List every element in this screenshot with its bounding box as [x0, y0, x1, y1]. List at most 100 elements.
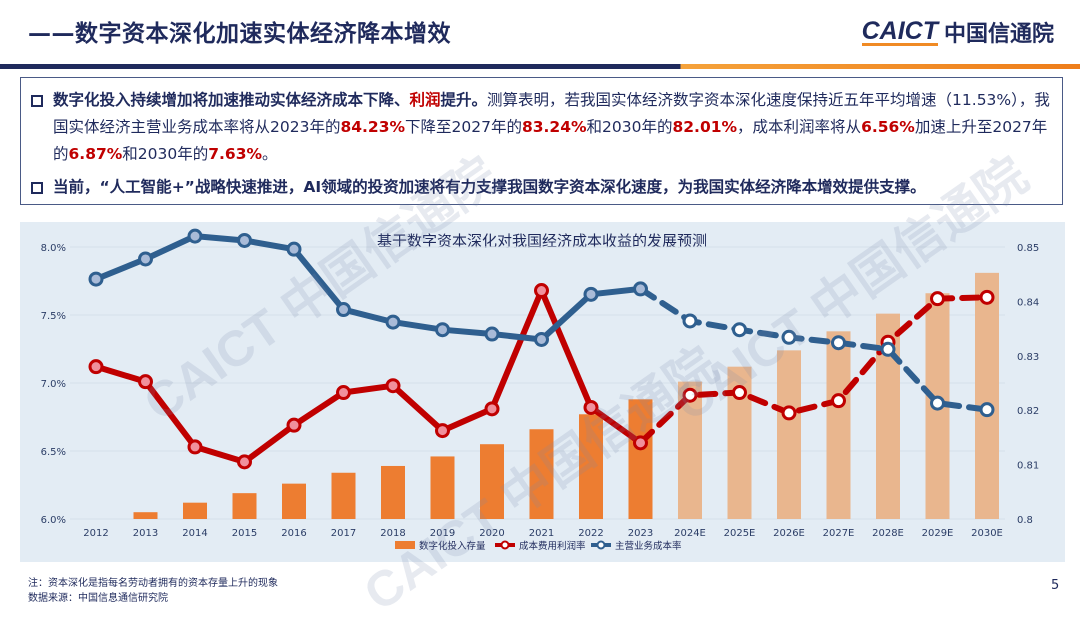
highlight-value: 6.56% [861, 118, 915, 136]
line-2-projected [637, 285, 990, 413]
data-point [237, 454, 252, 470]
x-axis-tick: 2018 [380, 528, 405, 539]
footnote: 注：资本深化是指每名劳动者拥有的资本存量上升的现象 [28, 578, 278, 589]
line-1-actual [95, 287, 643, 465]
data-point [583, 286, 599, 302]
bar [282, 483, 306, 519]
legend-label: 成本费用利润率 [519, 540, 586, 552]
data-point [435, 423, 450, 439]
chart-panel: 基于数字资本深化对我国经济成本收益的发展预测 6.0% 6.5% 7.0% 7.5% 8.… [20, 222, 1065, 562]
data-point [484, 326, 500, 342]
data-point [88, 271, 104, 287]
text: 和2030年的 [122, 145, 209, 163]
right-axis-tick: 0.82 [1017, 406, 1039, 417]
x-axis-tick: 2015 [232, 528, 257, 539]
x-axis-tick: 2022 [578, 528, 603, 539]
data-point [682, 313, 698, 329]
bar [480, 444, 504, 519]
page-title: ——数字资本深化加速实体经济降本增效 [28, 21, 451, 47]
data-point [732, 322, 747, 338]
data-point [781, 405, 797, 421]
bar [381, 465, 405, 519]
highlight-value: 82.01% [672, 118, 738, 136]
header-divider [0, 64, 1080, 69]
left-axis-tick: 7.5% [41, 311, 66, 322]
data-point [831, 335, 846, 351]
left-axis-tick: 6.0% [41, 515, 66, 526]
x-axis-tick: 2029E [922, 528, 954, 539]
data-point [385, 378, 401, 394]
bar [232, 493, 257, 519]
data-point [534, 283, 549, 299]
forecast-chart: 基于数字资本深化对我国经济成本收益的发展预测 6.0% 6.5% 7.0% 7.5% 8.… [41, 228, 1039, 552]
left-axis-tick: 6.5% [41, 447, 66, 458]
legend-label: 主营业务成本率 [615, 540, 682, 552]
x-axis-tick: 2026E [773, 528, 805, 539]
text: ，成本利润率将从 [737, 118, 862, 136]
right-axis-tick: 0.85 [1017, 243, 1039, 254]
data-point [187, 439, 203, 455]
square-bullet-icon [31, 95, 43, 107]
bar [975, 272, 999, 519]
summary-point-1: 数字化投入持续增加将加速推动实体经济成本下降、利润提升。测算表明，若我国实体经济… [31, 87, 1052, 168]
text: 下降至2027年的 [405, 118, 522, 136]
data-point [930, 291, 945, 307]
x-axis-tick: 2023 [628, 528, 653, 539]
bar [331, 472, 356, 519]
summary-point-2: 当前，“人工智能+”战略快速推进，AI领域的投资加速将有力支撑我国数字资本深化速… [31, 174, 1052, 201]
text: 。 [262, 145, 278, 163]
data-point [336, 385, 351, 401]
x-axis-tick: 2024E [674, 528, 706, 539]
data-point [88, 359, 104, 375]
x-axis-tick: 2016 [281, 528, 306, 539]
data-point [979, 289, 995, 305]
square-bullet-icon [31, 182, 43, 194]
highlight-value: 7.63% [208, 145, 263, 163]
data-point [435, 322, 450, 338]
x-axis-tick: 2012 [83, 528, 108, 539]
legend-marker [596, 540, 606, 550]
data-point [781, 329, 797, 345]
highlight-value: 6.87% [68, 145, 123, 163]
bar [183, 502, 207, 519]
legend-swatch-bar [395, 541, 415, 549]
x-axis-tick: 2013 [133, 528, 158, 539]
highlight-value: 84.23% [340, 118, 406, 136]
x-axis-tick: 2019 [430, 528, 455, 539]
data-point [237, 232, 252, 248]
chart-title: 基于数字资本深化对我国经济成本收益的发展预测 [377, 232, 707, 250]
x-axis-tick: 2027E [823, 528, 855, 539]
logo-en: CAICT [861, 16, 938, 46]
data-point [385, 314, 401, 330]
logo-cn: 中国信通院 [943, 22, 1054, 47]
data-point [880, 341, 896, 357]
data-point [138, 251, 153, 267]
lead-red: 利润 [409, 91, 441, 109]
x-axis-tick: 2028E [872, 528, 904, 539]
data-point [979, 402, 995, 418]
x-axis-tick: 2021 [529, 528, 554, 539]
legend-marker [500, 540, 510, 550]
right-axis-tick: 0.84 [1017, 297, 1039, 308]
data-point [930, 395, 945, 411]
data-point [336, 302, 351, 318]
lead-text: 数字化投入持续增加将加速推动实体经济成本下降、 [53, 91, 410, 109]
text: 加速上升至2027年的 [53, 118, 1048, 163]
right-axis-tick: 0.8 [1017, 515, 1033, 526]
bar [529, 429, 554, 519]
right-axis-tick: 0.83 [1017, 352, 1039, 363]
bar [777, 350, 801, 519]
data-point [732, 385, 747, 401]
data-point [484, 401, 500, 417]
data-source: 数据来源：中国信息通信研究院 [28, 593, 168, 604]
text: 和2030年的 [586, 118, 673, 136]
caict-logo: CAICT 中国信通院 [861, 16, 1054, 48]
left-axis-tick: 8.0% [41, 243, 66, 254]
line-2-actual [94, 233, 641, 343]
data-point [633, 281, 648, 297]
data-point [633, 435, 648, 451]
lead-end: 提升。 [440, 91, 488, 109]
data-point [583, 399, 599, 415]
data-point [831, 393, 846, 409]
highlight-value: 83.24% [521, 118, 587, 136]
